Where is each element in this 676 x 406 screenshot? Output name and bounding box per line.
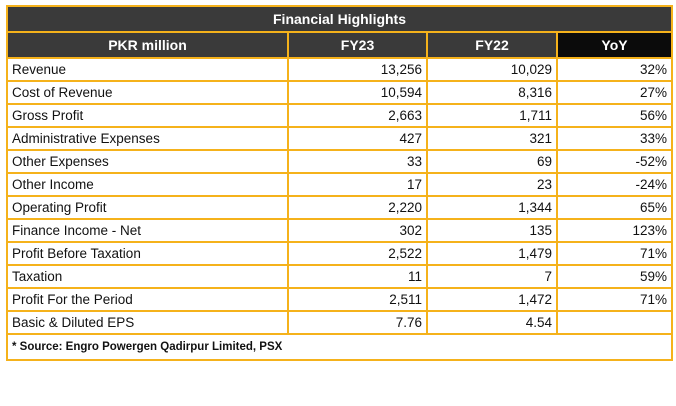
row-label: Other Income [6,172,289,197]
row-yoy: -52% [555,149,674,174]
row-fy22: 8,316 [426,80,558,105]
table-row: Finance Income - Net 302 135 123% [6,218,674,243]
row-fy23: 302 [287,218,428,243]
row-fy23: 17 [287,172,428,197]
row-fy22: 7 [426,264,558,289]
row-fy23: 2,511 [287,287,428,312]
table-row: Taxation 11 7 59% [6,264,674,289]
row-fy23: 33 [287,149,428,174]
row-yoy: 32% [555,57,674,82]
table-row: Basic & Diluted EPS 7.76 4.54 [6,310,674,335]
row-label: Administrative Expenses [6,126,289,151]
row-label: Revenue [6,57,289,82]
row-yoy: 71% [555,287,674,312]
row-fy23: 13,256 [287,57,428,82]
row-yoy: 56% [555,103,674,128]
row-label: Profit Before Taxation [6,241,289,266]
table-title: Financial Highlights [5,5,674,33]
header-fy23: FY23 [287,31,428,59]
row-label: Cost of Revenue [6,80,289,105]
row-yoy: 123% [555,218,674,243]
header-yoy: YoY [555,31,674,59]
row-yoy: 59% [555,264,674,289]
table-header-row: PKR million FY23 FY22 YoY [6,31,674,59]
source-note: * Source: Engro Powergen Qadirpur Limite… [5,333,674,361]
row-fy23: 427 [287,126,428,151]
row-fy22: 23 [426,172,558,197]
row-yoy: 27% [555,80,674,105]
table-row: Profit Before Taxation 2,522 1,479 71% [6,241,674,266]
table-row: Other Income 17 23 -24% [6,172,674,197]
row-fy22: 1,472 [426,287,558,312]
row-label: Operating Profit [6,195,289,220]
table-row: Gross Profit 2,663 1,711 56% [6,103,674,128]
row-fy23: 7.76 [287,310,428,335]
row-fy23: 10,594 [287,80,428,105]
row-fy23: 2,220 [287,195,428,220]
row-fy22: 4.54 [426,310,558,335]
row-fy22: 321 [426,126,558,151]
row-fy22: 1,479 [426,241,558,266]
row-label: Profit For the Period [6,287,289,312]
row-fy22: 69 [426,149,558,174]
row-yoy: 33% [555,126,674,151]
row-label: Taxation [6,264,289,289]
header-fy22: FY22 [426,31,558,59]
row-label: Other Expenses [6,149,289,174]
financial-highlights-table-container: Financial Highlights PKR million FY23 FY… [5,5,674,361]
row-yoy: -24% [555,172,674,197]
row-label: Gross Profit [6,103,289,128]
row-yoy: 65% [555,195,674,220]
row-fy22: 1,711 [426,103,558,128]
row-fy23: 2,522 [287,241,428,266]
row-label: Basic & Diluted EPS [6,310,289,335]
table-row: Revenue 13,256 10,029 32% [6,57,674,82]
row-fy22: 135 [426,218,558,243]
table-row: Other Expenses 33 69 -52% [6,149,674,174]
row-fy22: 1,344 [426,195,558,220]
table-row: Operating Profit 2,220 1,344 65% [6,195,674,220]
table-row: Administrative Expenses 427 321 33% [6,126,674,151]
row-fy22: 10,029 [426,57,558,82]
financial-highlights-table: Financial Highlights PKR million FY23 FY… [5,5,674,361]
source-row: * Source: Engro Powergen Qadirpur Limite… [5,333,674,361]
row-label: Finance Income - Net [6,218,289,243]
table-title-row: Financial Highlights [5,5,674,33]
table-row: Profit For the Period 2,511 1,472 71% [6,287,674,312]
header-unit: PKR million [6,31,289,59]
table-row: Cost of Revenue 10,594 8,316 27% [6,80,674,105]
row-fy23: 11 [287,264,428,289]
row-fy23: 2,663 [287,103,428,128]
row-yoy: 71% [555,241,674,266]
row-yoy [555,310,674,335]
